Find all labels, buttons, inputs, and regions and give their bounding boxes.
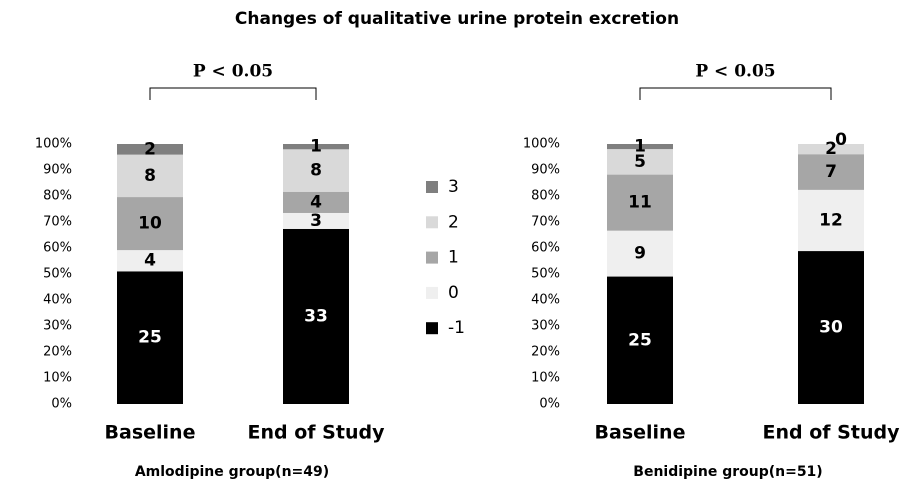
bar-segment bbox=[117, 271, 183, 404]
y-tick-label: 80% bbox=[531, 189, 560, 204]
legend-swatch bbox=[426, 322, 438, 335]
data-label: 2 bbox=[144, 139, 156, 159]
bar-segment bbox=[283, 228, 349, 404]
data-label: 25 bbox=[628, 330, 652, 350]
data-label: 3 bbox=[310, 211, 322, 231]
legend-label: 2 bbox=[448, 212, 459, 232]
bar-segment bbox=[117, 197, 183, 251]
y-tick-label: 90% bbox=[531, 163, 560, 178]
data-label: 4 bbox=[310, 192, 322, 212]
data-label: 0 bbox=[835, 130, 847, 150]
annotation: P < 0.05 bbox=[695, 62, 775, 82]
bar-segment bbox=[283, 149, 349, 192]
x-tick-label: Baseline bbox=[595, 422, 686, 444]
bar-segment bbox=[798, 251, 864, 404]
legend-swatch bbox=[426, 286, 438, 299]
y-tick-label: 40% bbox=[43, 293, 72, 308]
significance-bracket bbox=[639, 87, 832, 100]
bar-segment bbox=[798, 144, 864, 155]
bar-segment bbox=[798, 154, 864, 190]
data-label: 10 bbox=[138, 214, 162, 234]
bar-segment bbox=[607, 144, 673, 150]
y-tick-label: 70% bbox=[531, 215, 560, 230]
y-tick-label: 40% bbox=[531, 293, 560, 308]
y-tick-label: 20% bbox=[531, 345, 560, 360]
data-label: 1 bbox=[310, 137, 322, 157]
x-tick-label: End of Study bbox=[248, 422, 386, 444]
legend-swatch bbox=[426, 251, 438, 264]
y-tick-label: 20% bbox=[43, 345, 72, 360]
figure-title: Changes of qualitative urine protein exc… bbox=[235, 9, 679, 29]
bar-segment bbox=[607, 174, 673, 231]
y-tick-label: 0% bbox=[539, 397, 560, 412]
legend-swatch bbox=[426, 216, 438, 229]
y-tick-label: 80% bbox=[43, 189, 72, 204]
data-label: 30 bbox=[819, 318, 843, 338]
y-tick-label: 70% bbox=[43, 215, 72, 230]
bar-segment bbox=[607, 276, 673, 404]
bar-segment bbox=[798, 189, 864, 252]
annotation: P < 0.05 bbox=[193, 62, 273, 82]
y-tick-label: 50% bbox=[531, 267, 560, 282]
y-tick-label: 30% bbox=[43, 319, 72, 334]
x-tick-label: Baseline bbox=[105, 422, 196, 444]
y-tick-label: 10% bbox=[531, 371, 560, 386]
data-label: 11 bbox=[628, 193, 652, 213]
y-tick-label: 0% bbox=[51, 397, 72, 412]
significance-bracket bbox=[149, 87, 317, 100]
y-tick-label: 100% bbox=[35, 137, 72, 152]
y-tick-label: 60% bbox=[43, 241, 72, 256]
data-label: 5 bbox=[634, 152, 646, 172]
bar-segment bbox=[283, 144, 349, 150]
data-label: 2 bbox=[825, 139, 837, 159]
legend-swatch bbox=[426, 181, 438, 193]
y-tick-label: 10% bbox=[43, 371, 72, 386]
data-label: 25 bbox=[138, 328, 162, 348]
legend-label: -1 bbox=[448, 318, 465, 338]
data-label: 33 bbox=[304, 306, 328, 326]
bar-segment bbox=[117, 154, 183, 198]
y-tick-label: 100% bbox=[523, 137, 560, 152]
data-label: 1 bbox=[634, 137, 646, 157]
data-label: 9 bbox=[634, 244, 646, 264]
y-tick-label: 30% bbox=[531, 319, 560, 334]
data-label: 4 bbox=[144, 251, 156, 271]
data-label: 8 bbox=[310, 161, 322, 181]
y-tick-label: 90% bbox=[43, 163, 72, 178]
y-tick-label: 50% bbox=[43, 267, 72, 282]
y-tick-label: 60% bbox=[531, 241, 560, 256]
legend-label: 0 bbox=[448, 283, 459, 303]
bar-segment bbox=[283, 212, 349, 229]
x-axis-label: Amlodipine group(n=49) bbox=[135, 464, 329, 480]
legend-label: 1 bbox=[448, 248, 459, 268]
x-axis-label: Benidipine group(n=51) bbox=[633, 464, 822, 480]
bar-segment bbox=[117, 250, 183, 272]
bar-segment bbox=[117, 144, 183, 155]
legend-label: 3 bbox=[448, 177, 459, 197]
bar-segment bbox=[607, 149, 673, 175]
bar-segment bbox=[607, 230, 673, 277]
bar-segment bbox=[283, 191, 349, 213]
data-label: 7 bbox=[825, 162, 837, 182]
data-label: 8 bbox=[144, 166, 156, 186]
x-tick-label: End of Study bbox=[763, 422, 901, 444]
data-label: 12 bbox=[819, 210, 843, 230]
